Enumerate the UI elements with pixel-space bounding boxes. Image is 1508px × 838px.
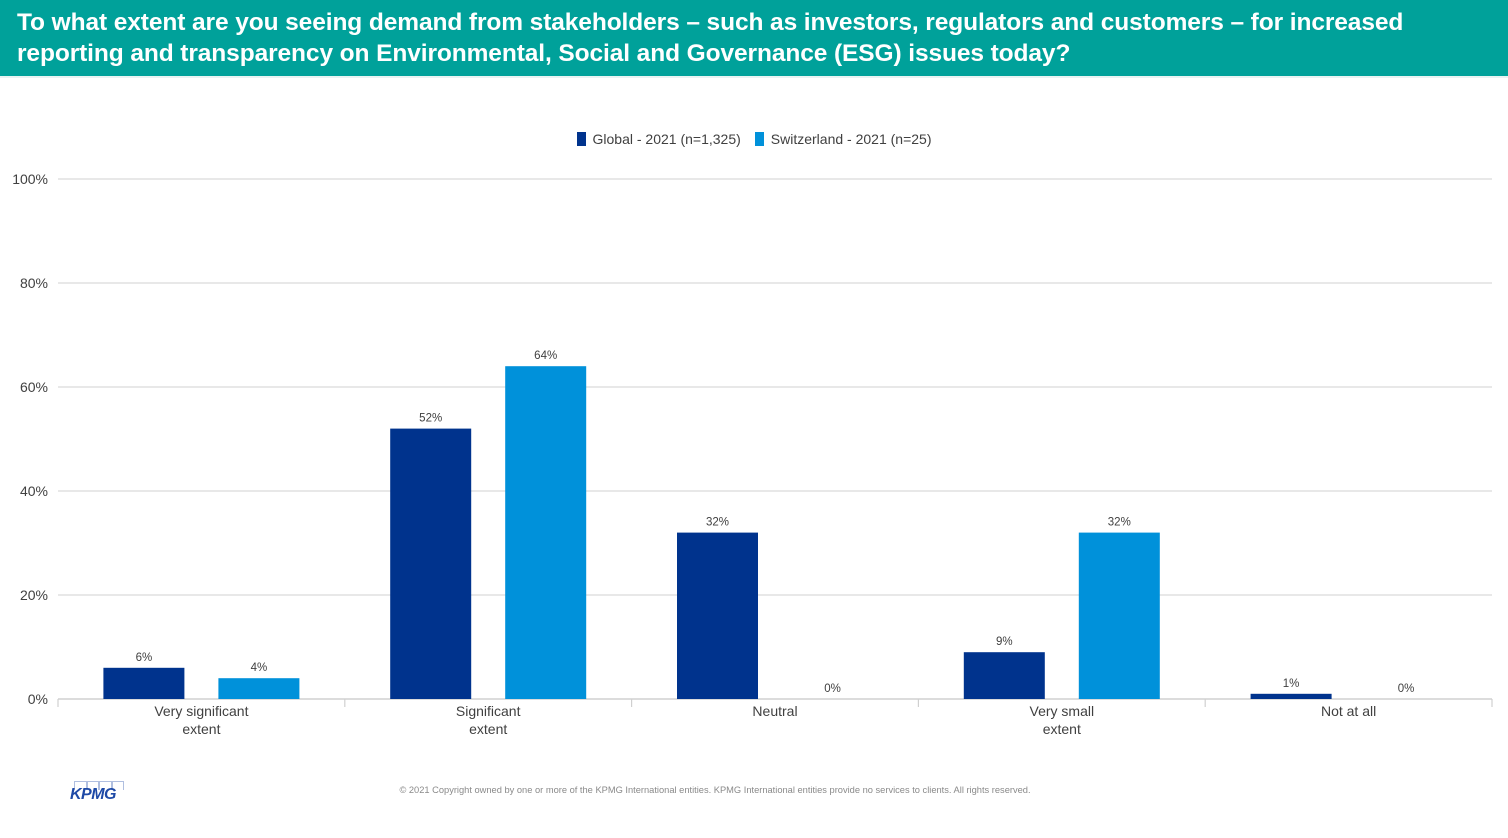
legend-label-switzerland: Switzerland - 2021 (n=25) bbox=[770, 131, 932, 147]
bar-global bbox=[677, 532, 758, 699]
data-label: 32% bbox=[1108, 517, 1131, 529]
legend-swatch-switzerland bbox=[754, 132, 764, 146]
data-label: 52% bbox=[419, 413, 442, 425]
bar-global bbox=[390, 428, 472, 699]
y-tick-label: 20% bbox=[20, 587, 48, 603]
page-title: To what extent are you seeing demand fro… bbox=[17, 9, 1404, 67]
logo-text: KPMG bbox=[70, 786, 117, 803]
data-label: 6% bbox=[136, 652, 153, 664]
bar-switzerland bbox=[1078, 532, 1160, 699]
legend-label-global: Global - 2021 (n=1,325) bbox=[592, 131, 741, 147]
x-tick-label: Not at all bbox=[1321, 703, 1376, 719]
x-tick-label: extent bbox=[182, 721, 220, 737]
bar-global bbox=[1250, 693, 1332, 699]
kpmg-logo: KPMG bbox=[70, 779, 126, 807]
data-label: 0% bbox=[824, 683, 841, 695]
y-tick-label: 60% bbox=[20, 379, 48, 395]
data-label: 32% bbox=[706, 517, 729, 529]
data-label: 0% bbox=[1398, 683, 1415, 695]
y-tick-label: 80% bbox=[20, 275, 48, 291]
legend-swatch-global bbox=[576, 132, 586, 146]
x-tick-label: Neutral bbox=[752, 703, 797, 719]
logo-boxes bbox=[74, 781, 124, 790]
title-banner: To what extent are you seeing demand fro… bbox=[0, 0, 1508, 78]
data-label: 64% bbox=[534, 350, 557, 362]
copyright-notice: © 2021 Copyright owned by one or more of… bbox=[399, 785, 1031, 795]
y-tick-label: 0% bbox=[28, 691, 48, 707]
x-tick-label: extent bbox=[469, 721, 507, 737]
bar-switzerland bbox=[505, 366, 587, 699]
data-label: 1% bbox=[1283, 678, 1300, 690]
chart-legend: Global - 2021 (n=1,325) Switzerland - 20… bbox=[0, 131, 1508, 147]
data-label: 9% bbox=[996, 636, 1013, 648]
bar-global bbox=[103, 667, 185, 699]
legend-item-switzerland: Switzerland - 2021 (n=25) bbox=[754, 131, 932, 147]
bar-switzerland bbox=[218, 678, 300, 699]
legend-item-global: Global - 2021 (n=1,325) bbox=[576, 131, 741, 147]
x-tick-label: Very significant bbox=[154, 703, 248, 719]
data-label: 4% bbox=[251, 662, 268, 674]
y-tick-label: 100% bbox=[12, 171, 48, 187]
y-tick-label: 40% bbox=[20, 483, 48, 499]
x-tick-label: Significant bbox=[456, 703, 521, 719]
x-tick-label: Very small bbox=[1030, 703, 1095, 719]
bar-global bbox=[963, 652, 1045, 699]
x-tick-label: extent bbox=[1043, 721, 1081, 737]
